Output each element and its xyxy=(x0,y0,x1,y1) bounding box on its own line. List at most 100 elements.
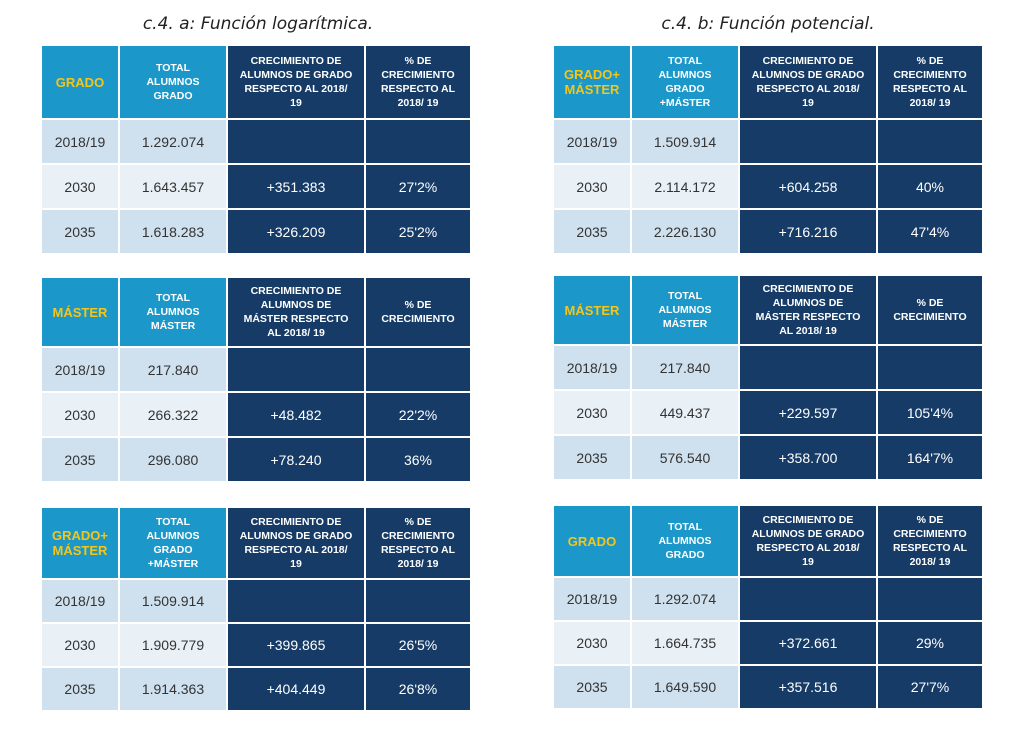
cell-year: 2030 xyxy=(40,391,120,438)
header-total: TOTAL ALUMNOS GRADO +MÁSTER xyxy=(630,44,740,120)
cell-year: 2018/19 xyxy=(552,576,632,622)
cell-growth xyxy=(226,346,366,393)
table-row: 2018/19 217.840 xyxy=(552,344,984,391)
cell-year: 2018/19 xyxy=(40,578,120,624)
right-column-title: c.4. b: Función potencial. xyxy=(661,14,875,34)
table-row: 2030 1.643.457 +351.383 27'2% xyxy=(40,163,472,210)
cell-year: 2018/19 xyxy=(552,344,632,391)
cell-percent xyxy=(364,346,472,393)
header-growth: CRECIMIENTO DE ALUMNOS DE GRADO RESPECTO… xyxy=(738,504,878,578)
table-row: 2035 1.649.590 +357.516 27'7% xyxy=(552,664,984,710)
cell-growth xyxy=(226,578,366,624)
cell-year: 2035 xyxy=(40,666,120,712)
cell-growth: +372.661 xyxy=(738,620,878,666)
table-row: 2018/19 1.292.074 xyxy=(552,576,984,622)
header-key: GRADO xyxy=(40,44,120,120)
table-master-logarithmic: MÁSTER TOTAL ALUMNOS MÁSTER CRECIMIENTO … xyxy=(40,276,472,483)
cell-year: 2030 xyxy=(40,163,120,210)
cell-total: 1.292.074 xyxy=(118,118,228,165)
cell-year: 2018/19 xyxy=(40,118,120,165)
cell-year: 2018/19 xyxy=(552,118,632,165)
table-grado-master-logarithmic: GRADO+ MÁSTER TOTAL ALUMNOS GRADO +MÁSTE… xyxy=(40,506,472,712)
cell-percent: 22'2% xyxy=(364,391,472,438)
header-key: MÁSTER xyxy=(40,276,120,348)
cell-total: 266.322 xyxy=(118,391,228,438)
cell-percent xyxy=(364,118,472,165)
cell-year: 2035 xyxy=(40,436,120,483)
table-row: 2030 1.909.779 +399.865 26'5% xyxy=(40,622,472,668)
cell-growth: +48.482 xyxy=(226,391,366,438)
cell-year: 2035 xyxy=(40,208,120,255)
cell-percent: 26'8% xyxy=(364,666,472,712)
table-row: 2035 1.914.363 +404.449 26'8% xyxy=(40,666,472,712)
left-column-title: c.4. a: Función logarítmica. xyxy=(142,14,374,34)
table-row: 2035 1.618.283 +326.209 25'2% xyxy=(40,208,472,255)
table-row: 2035 576.540 +358.700 164'7% xyxy=(552,434,984,481)
header-growth: CRECIMIENTO DE ALUMNOS DE GRADO RESPECTO… xyxy=(226,44,366,120)
cell-percent: 40% xyxy=(876,163,984,210)
cell-total: 1.909.779 xyxy=(118,622,228,668)
header-percent: % DE CRECIMIENTO xyxy=(364,276,472,348)
cell-growth: +351.383 xyxy=(226,163,366,210)
cell-percent: 26'5% xyxy=(364,622,472,668)
cell-total: 576.540 xyxy=(630,434,740,481)
cell-total: 1.292.074 xyxy=(630,576,740,622)
cell-growth: +604.258 xyxy=(738,163,878,210)
cell-year: 2030 xyxy=(552,620,632,666)
cell-growth xyxy=(738,576,878,622)
table-row: 2018/19 1.509.914 xyxy=(552,118,984,165)
cell-year: 2035 xyxy=(552,434,632,481)
cell-percent: 27'2% xyxy=(364,163,472,210)
table-row: 2030 266.322 +48.482 22'2% xyxy=(40,391,472,438)
cell-percent: 105'4% xyxy=(876,389,984,436)
header-percent: % DE CRECIMIENTO RESPECTO AL 2018/ 19 xyxy=(876,504,984,578)
table-row: 2030 449.437 +229.597 105'4% xyxy=(552,389,984,436)
cell-total: 1.509.914 xyxy=(630,118,740,165)
cell-percent xyxy=(364,578,472,624)
header-total: TOTAL ALUMNOS GRADO xyxy=(118,44,228,120)
table-row: 2030 1.664.735 +372.661 29% xyxy=(552,620,984,666)
cell-growth: +78.240 xyxy=(226,436,366,483)
cell-percent: 36% xyxy=(364,436,472,483)
cell-year: 2030 xyxy=(40,622,120,668)
cell-total: 217.840 xyxy=(118,346,228,393)
cell-total: 1.509.914 xyxy=(118,578,228,624)
cell-total: 217.840 xyxy=(630,344,740,391)
header-percent: % DE CRECIMIENTO RESPECTO AL 2018/ 19 xyxy=(876,44,984,120)
cell-percent: 25'2% xyxy=(364,208,472,255)
cell-percent xyxy=(876,576,984,622)
cell-percent: 164'7% xyxy=(876,434,984,481)
table-row: 2018/19 1.292.074 xyxy=(40,118,472,165)
header-total: TOTAL ALUMNOS GRADO xyxy=(630,504,740,578)
cell-total: 449.437 xyxy=(630,389,740,436)
header-percent: % DE CRECIMIENTO xyxy=(876,274,984,346)
cell-total: 1.914.363 xyxy=(118,666,228,712)
cell-total: 296.080 xyxy=(118,436,228,483)
header-key: GRADO+ MÁSTER xyxy=(40,506,120,580)
table-master-potential: MÁSTER TOTAL ALUMNOS MÁSTER CRECIMIENTO … xyxy=(552,274,984,481)
cell-growth: +229.597 xyxy=(738,389,878,436)
cell-percent: 27'7% xyxy=(876,664,984,710)
cell-total: 1.664.735 xyxy=(630,620,740,666)
cell-percent: 47'4% xyxy=(876,208,984,255)
table-row: 2018/19 217.840 xyxy=(40,346,472,393)
cell-total: 1.643.457 xyxy=(118,163,228,210)
cell-year: 2035 xyxy=(552,664,632,710)
table-grado-potential: GRADO TOTAL ALUMNOS GRADO CRECIMIENTO DE… xyxy=(552,504,984,710)
cell-growth: +326.209 xyxy=(226,208,366,255)
header-percent: % DE CRECIMIENTO RESPECTO AL 2018/ 19 xyxy=(364,44,472,120)
header-growth: CRECIMIENTO DE ALUMNOS DE MÁSTER RESPECT… xyxy=(738,274,878,346)
header-growth: CRECIMIENTO DE ALUMNOS DE GRADO RESPECTO… xyxy=(226,506,366,580)
cell-total: 2.114.172 xyxy=(630,163,740,210)
header-total: TOTAL ALUMNOS GRADO +MÁSTER xyxy=(118,506,228,580)
header-growth: CRECIMIENTO DE ALUMNOS DE MÁSTER RESPECT… xyxy=(226,276,366,348)
header-growth: CRECIMIENTO DE ALUMNOS DE GRADO RESPECTO… xyxy=(738,44,878,120)
header-key: GRADO xyxy=(552,504,632,578)
cell-percent: 29% xyxy=(876,620,984,666)
table-grado-logarithmic: GRADO TOTAL ALUMNOS GRADO CRECIMIENTO DE… xyxy=(40,44,472,255)
cell-growth xyxy=(226,118,366,165)
cell-growth xyxy=(738,118,878,165)
cell-year: 2030 xyxy=(552,163,632,210)
header-key: MÁSTER xyxy=(552,274,632,346)
cell-year: 2030 xyxy=(552,389,632,436)
